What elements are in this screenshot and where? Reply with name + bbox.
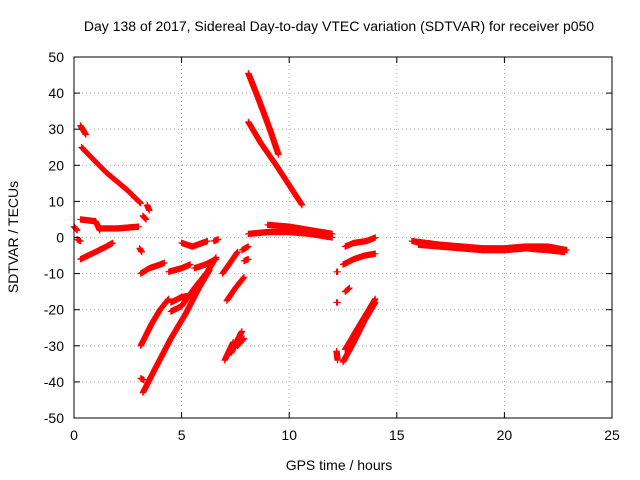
data-series-24 [234,335,248,349]
data-point-markers [245,70,282,158]
data-series-32 [333,268,341,275]
data-point-markers [245,228,336,241]
y-tick-label: 50 [48,49,64,65]
data-series-2 [77,122,90,138]
y-tick-label: -10 [44,266,64,282]
data-series-4 [139,212,150,223]
data-point-markers [240,255,252,265]
data-point-markers [191,255,220,272]
data-series-27 [238,243,252,254]
data-point-markers [238,243,252,254]
data-series-20 [191,255,220,272]
data-point-markers [234,335,248,349]
y-tick-label: -50 [44,410,64,426]
data-point-markers [137,375,148,384]
data-series-29 [245,118,306,209]
data-series-10 [137,259,168,277]
data-point-markers [341,234,379,250]
data-series-14 [165,261,194,275]
data-series-28 [245,70,282,158]
data-point-markers [139,212,150,223]
data-point-markers [137,295,172,349]
data-series-35 [341,284,353,295]
x-tick-label: 10 [281,427,297,443]
data-series-30 [245,228,336,241]
y-tick-label: 20 [48,157,64,173]
data-point-markers [165,261,194,275]
y-tick-label: -30 [44,338,64,354]
data-point-markers [333,268,341,275]
y-tick-label: 10 [48,193,64,209]
x-tick-label: 5 [178,427,186,443]
x-tick-label: 0 [70,427,78,443]
x-tick-label: 20 [497,427,513,443]
data-point-markers [341,284,353,295]
x-tick-label: 25 [604,427,620,443]
data-point-markers [223,274,248,304]
data-point-markers [136,245,145,256]
data-point-markers [219,248,241,277]
data-point-markers [333,299,341,306]
data-point-markers [77,239,116,263]
data-series-33 [333,299,341,306]
data-points [70,70,571,396]
y-tick-label: -20 [44,302,64,318]
data-series-19 [210,236,222,245]
data-point-markers [415,241,568,256]
data-series-34 [333,348,341,364]
data-series-18 [178,237,211,250]
data-series-7 [96,223,142,232]
data-point-markers [178,237,211,250]
data-point-markers [96,223,142,232]
data-point-markers [341,295,379,353]
x-tick-label: 15 [389,427,405,443]
data-series-39 [341,295,379,353]
data-series-12 [137,375,148,384]
data-point-markers [339,250,379,268]
data-series-21 [219,248,241,277]
y-tick-label: 30 [48,121,64,137]
data-point-markers [74,236,84,245]
y-tick-label: -40 [44,374,64,390]
data-series-5 [143,201,153,214]
data-point-markers [333,348,341,364]
chart-title: Day 138 of 2017, Sidereal Day-to-day VTE… [84,18,594,34]
data-series-41 [415,241,568,256]
data-series-25 [223,274,248,304]
axis-ticks: 0 5 10 15 20 25 -50 -40 -30 -20 -10 0 10 20 30 40 50 [44,49,620,443]
data-series-9 [136,245,145,256]
y-axis-label: SDTVAR / TECUs [5,181,21,293]
data-series-37 [341,234,379,250]
data-series-26 [240,255,252,265]
data-series-31 [264,221,336,238]
y-tick-label: 40 [48,85,64,101]
data-point-markers [137,259,168,277]
data-series-36 [339,250,379,268]
data-series-1 [74,236,84,245]
data-series-8 [77,239,116,263]
x-axis-label: GPS time / hours [286,457,393,473]
y-tick-label: 0 [56,230,64,246]
data-point-markers [245,118,306,209]
grid [74,57,612,418]
data-series-3 [78,144,144,207]
data-point-markers [77,122,90,138]
data-point-markers [78,144,144,207]
data-point-markers [210,236,222,245]
data-point-markers [143,201,153,214]
data-point-markers [264,221,336,238]
data-series-11 [137,295,172,349]
